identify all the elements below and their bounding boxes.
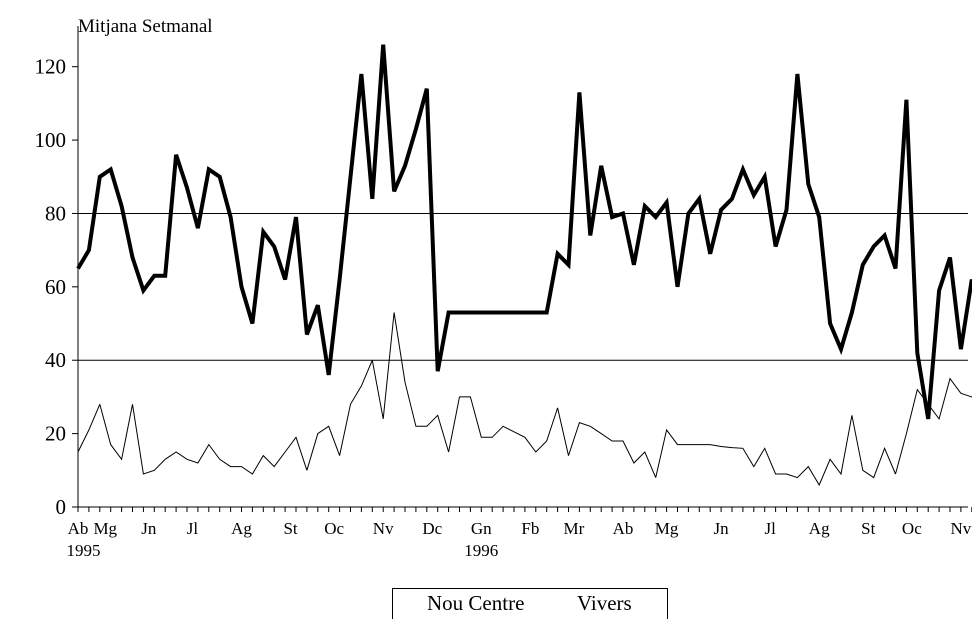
legend-label-vivers: Vivers [577,591,632,615]
x-tick-label: Gn [471,519,492,538]
x-tick-label: St [283,519,297,538]
y-tick-label-80: 80 [45,201,66,225]
legend-label-nou-centre: Nou Centre [427,591,525,615]
y-tick-label-60: 60 [45,275,66,299]
y-tick-label-20: 20 [45,422,66,446]
series-line-vivers [77,312,972,487]
x-tick-label: Mr [564,519,585,538]
x-tick-label: Jl [764,519,776,538]
x-axis-ticks: Ab Mg Jn Jl Ag St Oc Nv Dc Gn Fb Mr Ab Mg Jn Jl Ag St Oc Nv… [66,507,972,560]
x-tick-label: St [861,519,875,538]
x-tick-label: Oc [324,519,344,538]
series-lines [76,44,972,487]
y-tick-label-40: 40 [45,348,66,372]
x-tick-label: Nv [373,519,394,538]
x-tick-label: Ag [231,519,252,538]
y-tick-label-0: 0 [56,495,67,519]
y-axis-label: Mitjana Setmanal [78,16,213,37]
year-label-1995: 1995 [66,541,100,560]
x-tick-label: Nv [951,519,972,538]
y-axis-ticks: 0 20 40 60 80 100 120 [35,55,78,519]
x-tick-label: Ab [613,519,634,538]
x-tick-label: Dc [422,519,442,538]
x-tick-label: Jl [187,519,199,538]
x-tick-label: Fb [521,519,539,538]
legend: Nou Centre Vivers [392,588,668,619]
y-tick-label-100: 100 [35,128,67,152]
x-tick-label: Jn [714,519,730,538]
x-tick-label: Mg [655,519,679,538]
year-label-1996: 1996 [464,541,498,560]
axes [77,26,968,508]
x-tick-label: Jn [141,519,157,538]
x-tick-label: Oc [902,519,922,538]
x-tick-label: Mg [93,519,117,538]
x-tick-label: Ab [68,519,89,538]
x-tick-label: Ag [809,519,830,538]
y-tick-label-120: 120 [35,55,67,79]
series-line-nou-centre [76,44,972,420]
